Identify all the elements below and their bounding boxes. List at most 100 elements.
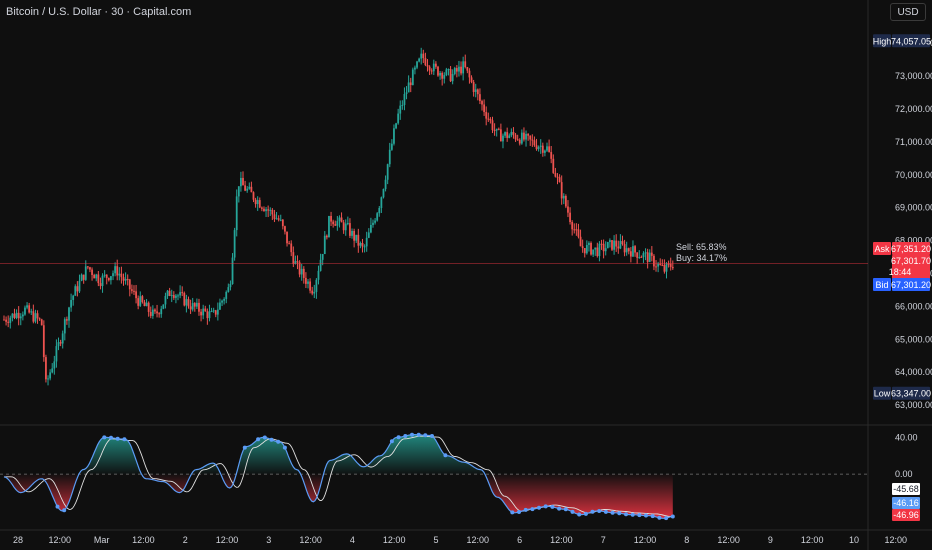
candle-body	[502, 135, 504, 142]
candle-body	[623, 244, 626, 253]
candle-body	[550, 152, 553, 159]
candle-body	[86, 266, 89, 268]
candle-body	[466, 67, 469, 71]
candle-body	[567, 206, 569, 213]
candle-body	[539, 145, 542, 147]
candle-body	[206, 311, 209, 319]
candle-body	[546, 146, 548, 151]
ask-tag: Ask	[874, 244, 890, 254]
candle-body	[414, 67, 416, 70]
candle-body	[405, 92, 408, 94]
candle-body	[284, 226, 286, 232]
candle-body	[126, 279, 129, 281]
candle-body	[590, 242, 592, 255]
candle-body	[627, 248, 630, 252]
candle-body	[200, 311, 202, 316]
candle-body	[560, 182, 563, 199]
low-tag: Low	[874, 389, 891, 399]
price-tick-label: 70,000.00	[895, 170, 932, 180]
candle-body	[265, 209, 267, 212]
candle-body	[93, 274, 96, 279]
price-tick-label: 63,000.00	[895, 400, 932, 410]
candle-body	[558, 177, 561, 183]
osc-dot	[650, 514, 655, 519]
candle-body	[319, 259, 322, 271]
candle-body	[313, 291, 316, 294]
candle-body	[133, 290, 135, 292]
candle-body	[53, 361, 56, 369]
osc-tick-label: 0.00	[895, 469, 913, 479]
candle-body	[443, 75, 446, 79]
candle-body	[657, 263, 660, 267]
candle-body	[294, 261, 297, 264]
candle-body	[629, 251, 632, 257]
candle-body	[606, 242, 609, 249]
candle-body	[166, 290, 169, 297]
candle-body	[212, 310, 215, 312]
candle-body	[103, 274, 106, 276]
osc-dot	[276, 439, 281, 444]
candle-body	[160, 308, 163, 315]
candle-body	[65, 319, 68, 321]
candle-body	[156, 311, 158, 314]
candle-body	[267, 209, 270, 211]
symbol-title: Bitcoin / U.S. Dollar · 30 · Capital.com	[6, 6, 192, 18]
osc-dot	[389, 439, 394, 444]
candle-body	[617, 246, 620, 249]
candle-body	[462, 61, 465, 74]
candle-body	[112, 273, 114, 277]
candle-body	[537, 146, 540, 150]
time-tick-label: 5	[433, 535, 438, 545]
candle-body	[495, 128, 498, 131]
candle-body	[523, 132, 525, 140]
candle-body	[145, 302, 148, 307]
candle-body	[170, 295, 173, 297]
candle-body	[84, 266, 87, 280]
candle-body	[179, 292, 182, 296]
candle-body	[359, 242, 362, 246]
candle-body	[483, 104, 486, 113]
candle-body	[158, 313, 161, 315]
candle-body	[82, 274, 85, 280]
price-tick-label: 64,000.00	[895, 367, 932, 377]
candle-body	[573, 229, 576, 231]
osc-dot	[617, 511, 622, 516]
candles-group	[3, 47, 674, 386]
candle-body	[514, 134, 517, 140]
candle-body	[164, 296, 167, 305]
candle-body	[380, 197, 383, 208]
osc-dot	[282, 445, 287, 450]
candle-body	[30, 311, 33, 313]
candle-body	[26, 305, 28, 308]
candle-body	[619, 241, 622, 249]
candle-body	[298, 262, 301, 275]
osc-dot	[597, 509, 602, 513]
candle-body	[648, 252, 651, 262]
candle-body	[474, 89, 477, 92]
time-tick-label: Mar	[94, 535, 110, 545]
candle-body	[172, 295, 175, 298]
high-tag-bg	[873, 34, 891, 48]
candle-body	[275, 218, 278, 220]
candle-body	[455, 68, 458, 72]
candle-body	[357, 234, 360, 246]
currency-button[interactable]: USD	[890, 3, 926, 21]
osc-dot	[242, 445, 247, 450]
candle-body	[208, 311, 211, 319]
candle-body	[118, 273, 121, 276]
candle-body	[139, 296, 142, 306]
candle-body	[49, 372, 52, 379]
price-tick-label: 72,000.00	[895, 104, 932, 114]
osc-dot	[523, 507, 528, 512]
candle-body	[336, 221, 339, 226]
candle-body	[227, 287, 230, 292]
candle-body	[644, 252, 647, 254]
candle-body	[581, 246, 584, 249]
osc-value-label: -46.16	[893, 498, 919, 508]
osc-value-label: -46.96	[893, 510, 919, 520]
candle-body	[72, 295, 75, 300]
time-tick-label: 28	[13, 535, 23, 545]
high-value-bg	[892, 34, 930, 48]
osc-dot	[102, 435, 107, 440]
